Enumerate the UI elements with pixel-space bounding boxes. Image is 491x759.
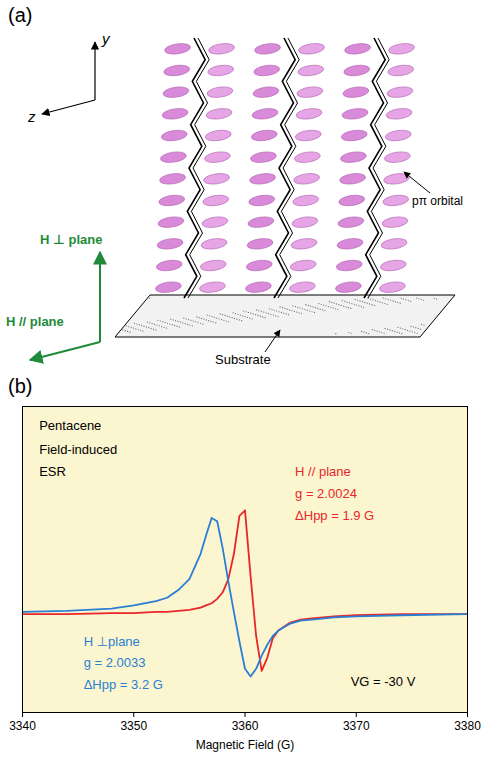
svg-text:3360: 3360 [232,719,259,733]
svg-text:y: y [101,30,111,47]
svg-text:(a): (a) [8,4,32,26]
svg-text:Substrate: Substrate [215,352,271,367]
svg-text:3340: 3340 [9,719,36,733]
svg-text:Field-induced: Field-induced [39,442,117,457]
svg-text:ESR: ESR [39,464,66,479]
svg-text:z: z [27,108,36,125]
svg-text:3370: 3370 [343,719,370,733]
svg-text:H // plane: H // plane [6,314,64,329]
svg-text:3380: 3380 [454,719,481,733]
svg-text:VG = -30 V: VG = -30 V [351,674,416,689]
svg-text:H ⊥plane: H ⊥plane [84,634,140,649]
svg-text:pπ orbital: pπ orbital [412,194,463,208]
svg-text:Pentacene: Pentacene [39,418,101,433]
html-text:(b): (b) [8,375,33,397]
svg-text:ΔHpp = 1.9 G: ΔHpp = 1.9 G [295,508,374,523]
svg-text:Magnetic Field (G): Magnetic Field (G) [196,738,295,752]
svg-text:3350: 3350 [120,719,147,733]
svg-text:g = 2.0033: g = 2.0033 [84,655,146,670]
svg-text:H ⊥ plane: H ⊥ plane [40,232,102,247]
svg-text:H // plane: H // plane [295,464,351,479]
svg-text:ΔHpp = 3.2 G: ΔHpp = 3.2 G [84,677,163,692]
svg-text:g = 2.0024: g = 2.0024 [295,486,357,501]
